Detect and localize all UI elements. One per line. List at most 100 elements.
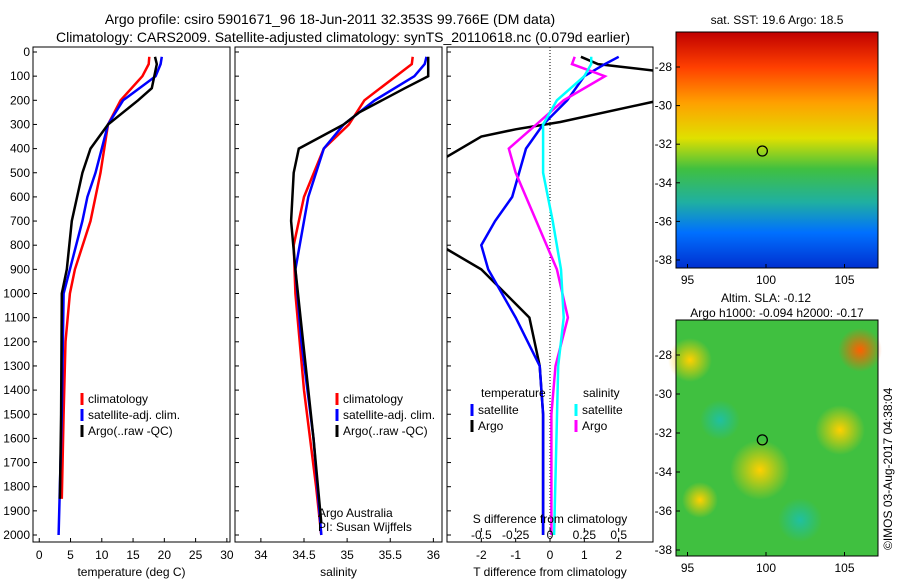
s-tick-label: -0.25: [502, 528, 530, 542]
y-tick-label: -34: [655, 465, 673, 479]
y-tick-label: 1200: [3, 335, 30, 349]
x-tick-label: 15: [126, 548, 140, 562]
maps: 95 100 105 -28 -30 -32 -34 -36 -38 sat. SST: 19.6…: [655, 13, 882, 575]
legend-heading-temperature: temperature: [481, 386, 546, 400]
map-frame: [675, 31, 879, 269]
legend-label: Argo: [478, 419, 504, 433]
s-tick-label: 0: [547, 528, 554, 542]
x-tick-label: 20: [158, 548, 172, 562]
legend-label: Argo(..raw -QC): [343, 424, 428, 438]
legend-label: Argo: [582, 419, 608, 433]
y-tick-label: -30: [655, 387, 673, 401]
series-line-t-argo: [447, 55, 653, 535]
x-tick-label: 105: [834, 273, 854, 287]
title-line-1: Argo profile: csiro 5901671_96 18-Jun-20…: [105, 11, 555, 27]
y-tick-label: 900: [10, 262, 30, 276]
y-tick-label: 100: [10, 69, 30, 83]
series-line-s-argo: [507, 56, 608, 535]
y-tick-label: 1700: [3, 456, 30, 470]
x-axis-label: T difference from climatology: [473, 565, 627, 579]
y-tick-label: 500: [10, 166, 30, 180]
y-tick-label: -28: [655, 348, 673, 362]
legend-label: climatology: [343, 392, 403, 406]
x-tick-label: -2: [476, 548, 487, 562]
y-tick-label: -34: [655, 176, 673, 190]
panel-temperature: 0 5 10 15 20 25 300100200300400500600700800900…: [3, 45, 234, 579]
legend-label: climatology: [88, 392, 148, 406]
y-tick-label: -36: [655, 214, 673, 228]
map-title: sat. SST: 19.6 Argo: 18.5: [711, 13, 844, 27]
series-group: [289, 56, 430, 536]
map-frame: [675, 319, 879, 557]
x-tick-label: 95: [681, 273, 695, 287]
y-tick-label: 1100: [4, 311, 30, 325]
map-blob: [730, 440, 790, 500]
map-blob: [682, 482, 718, 518]
s-tick-label: -0.5: [471, 528, 492, 542]
series-line-s-satellite: [541, 56, 593, 536]
panel-frame: [32, 46, 231, 543]
y-tick-label: 800: [10, 238, 30, 252]
x-tick-label: 5: [67, 548, 74, 562]
x-tick-label: 35: [340, 548, 354, 562]
map-sst: 95 100 105 -28 -30 -32 -34 -36 -38 sat. SST: 19.6…: [655, 13, 879, 287]
y-tick-label: 1800: [3, 480, 30, 494]
y-tick-label: 1000: [3, 287, 30, 301]
y-tick-label: 200: [10, 93, 30, 107]
y-tick-label: -32: [655, 137, 673, 151]
y-tick-label: -32: [655, 426, 673, 440]
panel-frame: [234, 46, 443, 543]
x-tick-label: 34.5: [292, 548, 316, 562]
x-tick-label: 35.5: [379, 548, 403, 562]
y-tick-label: 700: [10, 214, 30, 228]
panel-salinity: 34 34.5 35 35.5 36 salinity climatology satelli…: [234, 46, 443, 579]
x-tick-label: 25: [189, 548, 203, 562]
y-tick-label: -38: [655, 543, 673, 557]
series-line-argo: [289, 56, 430, 524]
legend-label: satellite: [582, 403, 623, 417]
credit-text: ©IMOS 03-Aug-2017 04:38:04: [881, 387, 895, 550]
annotation-text: PI: Susan Wijffels: [318, 520, 412, 534]
y-tick-label: 300: [10, 117, 30, 131]
series-line-argo: [58, 56, 159, 499]
x-axis-label: salinity: [320, 565, 357, 579]
s-tick-label: 0.25: [573, 528, 597, 542]
y-tick-label: -36: [655, 504, 673, 518]
x-tick-label: 1: [581, 548, 588, 562]
x-tick-label: 30: [220, 548, 234, 562]
map-title-line-1: Altim. SLA: -0.12: [721, 291, 811, 305]
x-tick-label: 0: [547, 548, 554, 562]
s-tick-label: 0.5: [610, 528, 627, 542]
series-line-satellite-adj-clim-: [57, 56, 164, 536]
y-tick-label: -38: [655, 253, 673, 267]
profile-location-marker: [756, 434, 768, 446]
map-blob: [668, 338, 712, 382]
x-tick-label: 34: [254, 548, 268, 562]
annotation-text: Argo Australia: [318, 506, 393, 520]
x-tick-label: 95: [681, 561, 695, 575]
x-tick-label: 100: [756, 561, 776, 575]
map-title-line-2: Argo h1000: -0.094 h2000: -0.17: [690, 306, 864, 320]
legend-label: satellite-adj. clim.: [343, 408, 435, 422]
map-blob: [838, 328, 882, 372]
y-tick-label: -28: [655, 60, 673, 74]
map-blob: [700, 400, 740, 440]
y-tick-label: 1400: [3, 383, 30, 397]
series-line-climatology: [292, 56, 414, 536]
series-group: [57, 56, 164, 536]
y-tick-label: 1500: [3, 407, 30, 421]
legend-label: satellite-adj. clim.: [88, 408, 180, 422]
map-blob: [778, 498, 822, 542]
legend-label: Argo(..raw -QC): [88, 424, 173, 438]
y-tick-label: 1300: [3, 359, 30, 373]
map-blob: [815, 405, 865, 455]
x-tick-label: -1: [510, 548, 521, 562]
y-tick-label: 400: [10, 142, 30, 156]
y-tick-label: 600: [10, 190, 30, 204]
x-tick-label: 2: [615, 548, 622, 562]
x-tick-label: 10: [95, 548, 109, 562]
x-axis-label: temperature (deg C): [77, 565, 185, 579]
x-tick-label: 36: [427, 548, 441, 562]
